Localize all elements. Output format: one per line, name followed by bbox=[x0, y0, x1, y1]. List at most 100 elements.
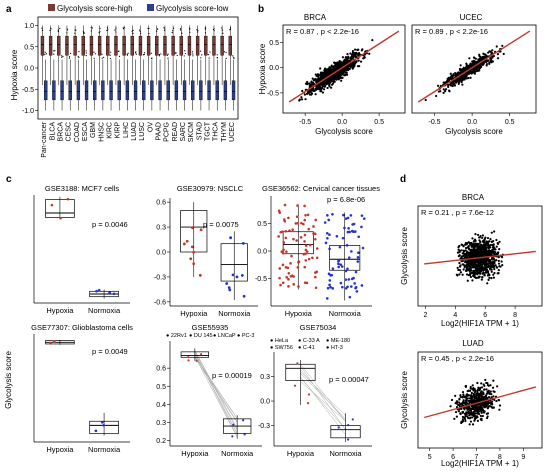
legend-label: ● ME-180 bbox=[326, 338, 350, 344]
scatter-point bbox=[481, 276, 484, 279]
outlier-a bbox=[213, 30, 215, 32]
box-a-high bbox=[195, 35, 200, 56]
data-point bbox=[347, 438, 350, 441]
scatter-point bbox=[485, 240, 488, 243]
scatter-point bbox=[468, 270, 471, 273]
data-point bbox=[235, 275, 239, 279]
outlier-a bbox=[204, 27, 207, 29]
scatter-point bbox=[470, 266, 473, 269]
scatter-point bbox=[337, 65, 340, 68]
data-point bbox=[241, 241, 245, 245]
outlier-a bbox=[44, 51, 46, 53]
scatter-point bbox=[475, 392, 479, 396]
box-title: GSE36562: Cervical cancer tissues bbox=[262, 184, 380, 193]
scatter-point bbox=[484, 271, 488, 274]
scatter-point bbox=[473, 70, 476, 73]
scatter-point bbox=[314, 93, 317, 96]
outlier-a bbox=[148, 32, 150, 35]
scatter-point bbox=[478, 252, 482, 255]
scatter-point bbox=[476, 268, 479, 271]
scatter-point bbox=[481, 247, 484, 250]
box-a-high bbox=[114, 35, 118, 56]
scatter-point bbox=[362, 57, 365, 60]
x-tick-label: 6 bbox=[451, 454, 455, 461]
box-a-high bbox=[146, 35, 151, 56]
data-point bbox=[337, 265, 340, 269]
outlier-a bbox=[192, 55, 194, 57]
scatter-point bbox=[495, 399, 498, 403]
scatter-point bbox=[465, 411, 468, 414]
data-point bbox=[331, 267, 335, 270]
scatter-point bbox=[481, 234, 485, 237]
scatter-point bbox=[471, 416, 474, 419]
outlier-a bbox=[127, 52, 129, 54]
scatter-point bbox=[501, 44, 504, 47]
outlier-a bbox=[233, 56, 235, 58]
outlier-a bbox=[216, 54, 218, 56]
box-a-low bbox=[199, 80, 203, 101]
outlier-a bbox=[83, 32, 85, 34]
scatter-point bbox=[498, 240, 501, 243]
x-tick-label-a: OV bbox=[147, 122, 154, 132]
data-point bbox=[360, 225, 363, 229]
scatter-point bbox=[486, 382, 489, 385]
data-point bbox=[297, 285, 300, 288]
scatter-point bbox=[455, 72, 458, 75]
scatter-point bbox=[338, 60, 341, 63]
panel-b-brca: BRCA R = 0.87 , p < 2.2e-16 Glycolysis s… bbox=[258, 13, 406, 136]
data-point bbox=[303, 218, 307, 222]
data-point bbox=[326, 286, 330, 290]
scatter-point bbox=[458, 397, 461, 400]
outlier-a bbox=[176, 54, 178, 57]
scatter-point bbox=[335, 71, 339, 75]
title-b-brca: BRCA bbox=[304, 13, 327, 22]
scatter-point bbox=[483, 241, 486, 244]
scatter-point bbox=[490, 270, 493, 273]
outlier-a bbox=[62, 55, 64, 58]
data-point bbox=[315, 256, 319, 260]
scatter-point bbox=[330, 76, 333, 79]
scatter-point bbox=[456, 400, 459, 403]
pair-line bbox=[300, 364, 346, 422]
x-tick-label: 0.0 bbox=[467, 119, 477, 126]
scatter-point bbox=[464, 419, 467, 423]
scatter-point bbox=[471, 407, 474, 410]
box-a-high bbox=[187, 35, 192, 56]
scatter-point bbox=[483, 403, 487, 406]
scatter-point bbox=[477, 393, 480, 396]
data-point bbox=[231, 435, 234, 438]
data-point bbox=[357, 251, 360, 254]
data-point bbox=[339, 281, 343, 285]
scatter-point bbox=[489, 402, 493, 405]
scatter-point bbox=[465, 62, 468, 65]
outlier-a bbox=[106, 29, 108, 32]
scatter-point bbox=[456, 266, 459, 269]
scatter-point bbox=[334, 63, 337, 66]
scatter-point bbox=[460, 260, 463, 263]
scatter-point bbox=[459, 265, 462, 268]
data-point bbox=[304, 259, 308, 262]
scatter-point bbox=[474, 412, 477, 415]
outlier-a bbox=[85, 55, 87, 57]
scatter-point bbox=[330, 86, 333, 89]
scatter-point bbox=[469, 387, 472, 390]
data-point bbox=[312, 225, 315, 228]
panel-letter-b: b bbox=[258, 4, 264, 15]
scatter-point bbox=[489, 237, 492, 241]
p-value: p = 6.8e-06 bbox=[327, 195, 365, 204]
scatter-point bbox=[478, 413, 481, 416]
outlier-a bbox=[115, 27, 117, 29]
box-a-low bbox=[76, 80, 81, 101]
scatter-point bbox=[489, 384, 492, 387]
scatter-point bbox=[359, 60, 363, 63]
scatter-point bbox=[488, 392, 491, 396]
outlier-a bbox=[208, 57, 210, 59]
scatter-point bbox=[488, 264, 491, 268]
box-a-low bbox=[101, 80, 105, 101]
data-point bbox=[232, 423, 235, 426]
scatter-point bbox=[464, 252, 467, 256]
scatter-point bbox=[469, 243, 472, 246]
scatter-point bbox=[336, 61, 339, 64]
scatter-point bbox=[497, 256, 500, 259]
outlier-a bbox=[160, 53, 162, 55]
